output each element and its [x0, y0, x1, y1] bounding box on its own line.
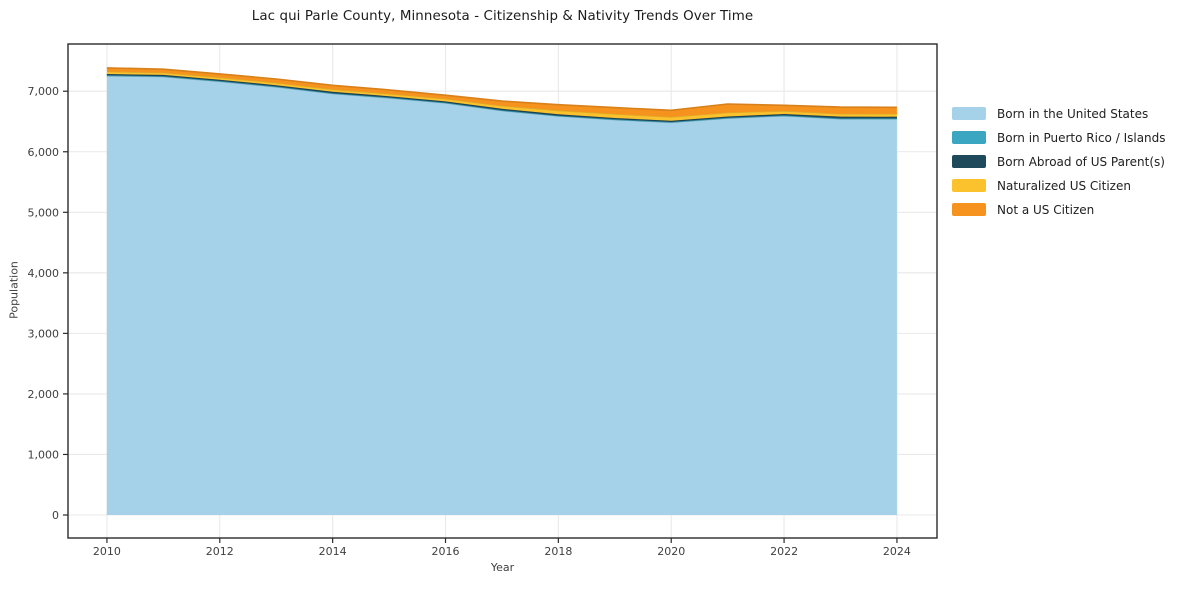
x-tick-label: 2022 — [770, 545, 798, 558]
legend-swatch — [952, 107, 986, 120]
legend-swatch — [952, 179, 986, 192]
y-tick-label: 7,000 — [28, 85, 60, 98]
area-series — [106, 71, 897, 121]
y-tick-label: 2,000 — [28, 388, 60, 401]
y-tick-label: 0 — [52, 509, 59, 522]
y-tick-label: 4,000 — [28, 267, 60, 280]
legend-label: Naturalized US Citizen — [997, 178, 1131, 193]
legend-label: Not a US Citizen — [997, 202, 1095, 217]
y-tick-label: 3,000 — [28, 327, 60, 340]
legend-swatch — [952, 131, 986, 144]
area-boundary-line — [106, 67, 897, 112]
y-axis-title: Population — [7, 261, 21, 319]
y-tick-label: 1,000 — [28, 448, 60, 461]
x-tick-label: 2020 — [657, 545, 685, 558]
legend-swatch — [952, 203, 986, 216]
legend-label: Born in the United States — [997, 106, 1149, 121]
chart-title: Lac qui Parle County, Minnesota - Citize… — [251, 9, 754, 24]
x-axis-title: Year — [490, 561, 515, 574]
plot-border — [67, 43, 938, 539]
x-tick-label: 2024 — [883, 545, 911, 558]
y-tick-label: 5,000 — [28, 206, 60, 219]
x-tick-label: 2010 — [93, 545, 121, 558]
legend: Born in the United States Born in Puerto… — [952, 106, 1166, 217]
area-series — [106, 75, 897, 516]
legend-item[interactable]: Born Abroad of US Parent(s) — [952, 154, 1166, 169]
x-tick-label: 2016 — [432, 545, 460, 558]
x-tick-label: 2014 — [319, 545, 347, 558]
area-series — [106, 67, 897, 117]
y-tick-label: 6,000 — [28, 146, 60, 159]
legend-item[interactable]: Born in Puerto Rico / Islands — [952, 130, 1166, 145]
legend-label: Born Abroad of US Parent(s) — [997, 154, 1165, 169]
legend-label: Born in Puerto Rico / Islands — [997, 130, 1166, 145]
x-tick-label: 2018 — [544, 545, 572, 558]
legend-item[interactable]: Naturalized US Citizen — [952, 178, 1166, 193]
x-tick-label: 2012 — [206, 545, 234, 558]
legend-item[interactable]: Born in the United States — [952, 106, 1166, 121]
legend-item[interactable]: Not a US Citizen — [952, 202, 1166, 217]
legend-swatch — [952, 155, 986, 168]
